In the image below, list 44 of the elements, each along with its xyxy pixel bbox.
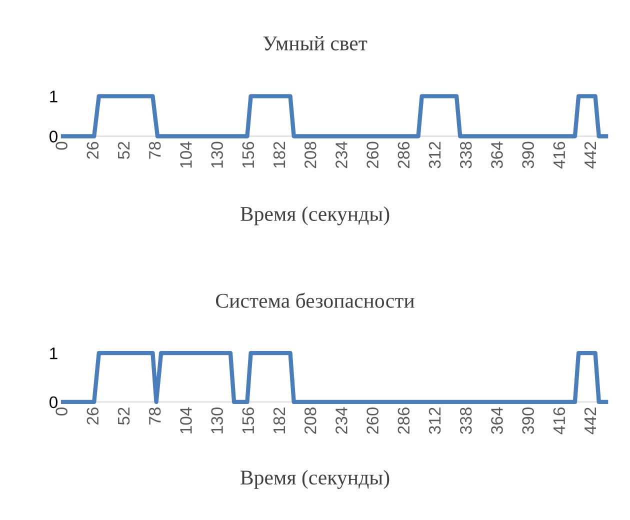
x-tick-label: 338 [460,408,472,434]
x-tick-label: 442 [584,408,596,434]
x-tick-label: 312 [428,142,441,168]
x-tick-label: 156 [242,408,254,434]
x-tick-label: 416 [553,142,566,169]
x-tick-label: 104 [180,142,192,168]
x-axis-title: Время (секунды) [240,470,390,489]
x-tick-label: 286 [398,142,410,168]
x-tick-label: 416 [553,408,566,434]
x-tick-label: 364 [491,142,503,168]
x-tick-label: 234 [336,407,348,434]
x-tick-label: 390 [522,142,534,168]
x-tick-label: 130 [211,142,223,168]
x-tick-label: 208 [304,142,316,168]
x-tick-label: 0 [56,407,68,416]
x-tick-label: 104 [180,407,192,434]
x-tick-label: 130 [211,407,223,434]
x-tick-label: 156 [242,142,254,168]
chart-title: Умный свет [263,36,368,50]
x-tick-label: 364 [491,407,503,434]
x-tick-label: 442 [584,142,596,169]
x-tick-label: 260 [366,407,378,434]
x-tick-label: 52 [118,142,130,159]
x-tick-label: 78 [148,142,161,159]
x-tick-label: 26 [86,142,99,159]
chart-title: Система безопасности [216,292,414,308]
x-tick-label: 78 [148,408,161,425]
y-tick-label: 0 [50,396,58,408]
x-tick-label: 26 [86,408,99,425]
y-tick-label: 0 [50,130,58,142]
y-tick-label: 1 [50,90,58,102]
x-tick-label: 312 [428,408,441,434]
x-tick-label: 182 [273,142,286,168]
x-tick-label: 286 [398,408,410,434]
x-tick-label: 390 [522,407,534,434]
x-tick-label: 260 [366,142,378,168]
x-tick-label: 208 [304,408,316,434]
x-tick-label: 52 [118,408,130,425]
x-tick-label: 182 [273,408,286,434]
x-axis-title: Время (секунды) [240,206,390,226]
x-tick-label: 234 [336,142,348,168]
x-tick-label: 338 [460,142,472,168]
y-tick-label: 1 [50,348,58,360]
x-tick-label: 0 [56,142,68,150]
